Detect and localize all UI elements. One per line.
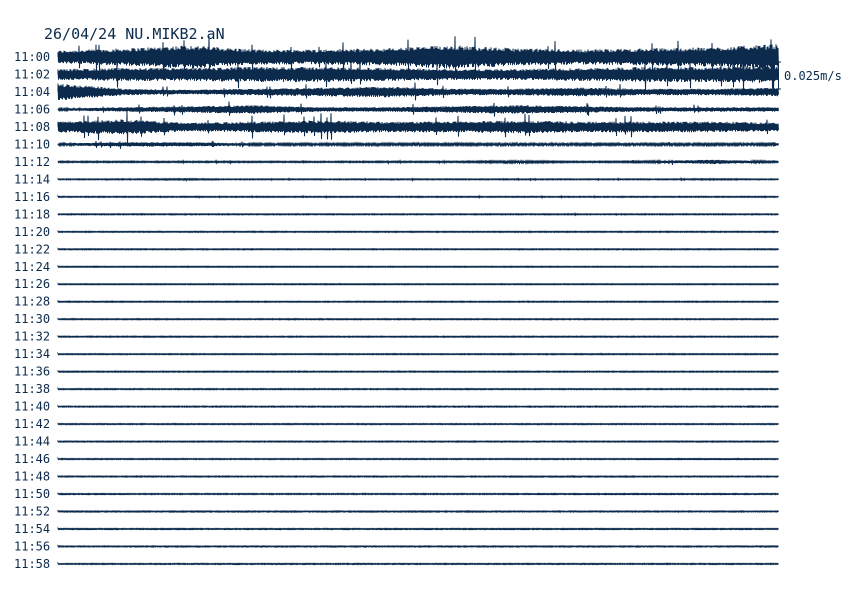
trace-1136 [57, 369, 779, 374]
trace-1152 [57, 509, 779, 514]
chart-title: 26/04/24 NU.MIKB2.aN [44, 25, 225, 43]
row-label: 11:20 [14, 225, 50, 239]
row-label: 11:46 [14, 452, 50, 466]
row-label: 11:18 [14, 207, 50, 221]
row-label: 11:06 [14, 102, 50, 116]
row-label: 11:30 [14, 312, 50, 326]
trace-1158 [57, 561, 779, 566]
row-label: 11:42 [14, 417, 50, 431]
trace-1102 [57, 59, 779, 93]
trace-1148 [57, 474, 779, 479]
row-label: 11:12 [14, 155, 50, 169]
trace-1112 [57, 158, 779, 165]
trace-1106 [57, 101, 779, 117]
trace-1108 [57, 111, 779, 143]
trace-1134 [57, 351, 779, 357]
row-label: 11:38 [14, 382, 50, 396]
trace-1126 [57, 282, 779, 286]
row-label: 11:08 [14, 120, 50, 134]
trace-1138 [57, 386, 779, 391]
row-label: 11:32 [14, 330, 50, 344]
trace-1120 [57, 229, 779, 234]
row-label: 11:24 [14, 260, 50, 274]
trace-1156 [57, 544, 779, 549]
row-label: 11:00 [14, 50, 50, 64]
row-label: 11:34 [14, 347, 50, 361]
row-label: 11:28 [14, 295, 50, 309]
row-label: 11:56 [14, 539, 50, 553]
trace-1118 [57, 211, 779, 217]
row-label: 11:50 [14, 487, 50, 501]
trace-1140 [57, 404, 779, 409]
row-label: 11:14 [14, 172, 50, 186]
scale-bar: 0.025m/s [776, 61, 842, 90]
trace-1122 [57, 247, 779, 251]
row-label: 11:52 [14, 504, 50, 518]
trace-1128 [57, 299, 779, 304]
trace-1144 [57, 439, 779, 444]
trace-1150 [57, 492, 779, 496]
trace-1100 [57, 36, 779, 81]
row-label: 11:02 [14, 67, 50, 81]
row-label: 11:44 [14, 435, 50, 449]
trace-1130 [57, 317, 779, 321]
trace-1146 [57, 456, 779, 461]
row-label: 11:36 [14, 365, 50, 379]
row-label: 11:04 [14, 85, 50, 99]
scale-label: 0.025m/s [784, 69, 842, 83]
row-label: 11:54 [14, 522, 50, 536]
row-label: 11:48 [14, 470, 50, 484]
row-label: 11:16 [14, 190, 50, 204]
row-label: 11:22 [14, 242, 50, 256]
trace-1104 [57, 82, 779, 101]
trace-1114 [57, 176, 779, 183]
trace-1132 [57, 334, 779, 339]
trace-1124 [57, 264, 779, 269]
row-label: 11:58 [14, 557, 50, 571]
trace-1142 [57, 422, 779, 426]
trace-1154 [57, 526, 779, 531]
trace-1116 [57, 194, 779, 200]
row-label: 11:26 [14, 277, 50, 291]
trace-1110 [57, 140, 779, 149]
row-label: 11:40 [14, 400, 50, 414]
row-label: 11:10 [14, 137, 50, 151]
